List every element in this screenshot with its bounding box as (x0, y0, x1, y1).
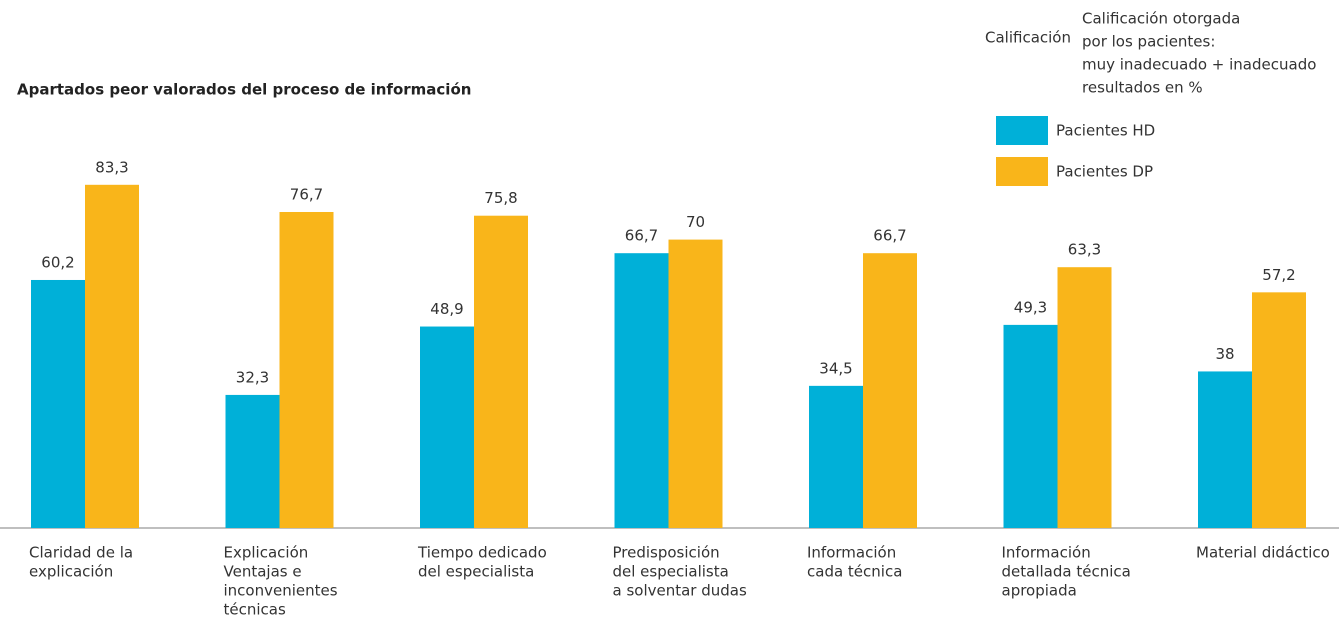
value-label: 66,7 (873, 227, 906, 245)
bar (85, 184, 139, 528)
bar (1003, 324, 1058, 528)
legend-label: Pacientes DP (1056, 163, 1153, 181)
bar (225, 394, 280, 528)
bar (809, 385, 863, 528)
value-label: 76,7 (290, 185, 323, 203)
value-label: 34,5 (819, 359, 852, 377)
value-label: 70 (686, 213, 705, 231)
x-tick-label: Información (807, 544, 896, 562)
bar (31, 279, 85, 528)
x-tick-label: Claridad de la (29, 544, 133, 562)
legend-swatch (996, 116, 1048, 145)
x-tick-label: del especialista (418, 563, 534, 581)
x-tick-label: Explicación (224, 544, 309, 562)
bar (1198, 371, 1252, 528)
bar (474, 215, 528, 529)
x-tick-label: inconvenientes (224, 582, 338, 600)
x-tick-label: explicación (29, 563, 113, 581)
x-tick-label: del especialista (613, 563, 729, 581)
legend-swatch (996, 157, 1048, 186)
value-label: 60,2 (41, 253, 74, 271)
value-label: 57,2 (1262, 266, 1295, 284)
bar (863, 253, 917, 529)
bar (1057, 267, 1112, 528)
bar (279, 211, 334, 528)
value-label: 38 (1215, 345, 1234, 363)
note-line: por los pacientes: (1082, 33, 1215, 51)
note-line: resultados en % (1082, 79, 1203, 97)
x-tick-label: Tiempo dedicado (417, 544, 547, 562)
x-tick-label: cada técnica (807, 563, 902, 581)
bar (614, 253, 669, 529)
x-tick-label: Ventajas e (224, 563, 302, 581)
value-label: 83,3 (95, 158, 128, 176)
x-tick-label: técnicas (224, 601, 286, 619)
bar (668, 239, 723, 528)
clipped-note: Calificación (985, 29, 1071, 47)
x-tick-label: detallada técnica (1002, 563, 1131, 581)
note-line: Calificación otorgada (1082, 10, 1240, 28)
note-backdrop (1079, 0, 1339, 100)
x-tick-label: Predisposición (613, 544, 720, 562)
bar (1252, 292, 1306, 528)
x-tick-label: Información (1002, 544, 1091, 562)
value-label: 75,8 (484, 189, 517, 207)
x-tick-label: apropiada (1002, 582, 1077, 600)
x-tick-label: Material didáctico (1196, 544, 1330, 562)
x-tick-label: a solventar dudas (613, 582, 747, 600)
value-label: 48,9 (430, 300, 463, 318)
note-line: muy inadecuado + inadecuado (1082, 56, 1316, 74)
value-label: 63,3 (1068, 241, 1101, 259)
bar (420, 326, 474, 528)
value-label: 32,3 (236, 368, 269, 386)
legend-label: Pacientes HD (1056, 122, 1155, 140)
value-label: 49,3 (1014, 298, 1047, 316)
value-label: 66,7 (625, 227, 658, 245)
chart-title: Apartados peor valorados del proceso de … (17, 81, 471, 99)
